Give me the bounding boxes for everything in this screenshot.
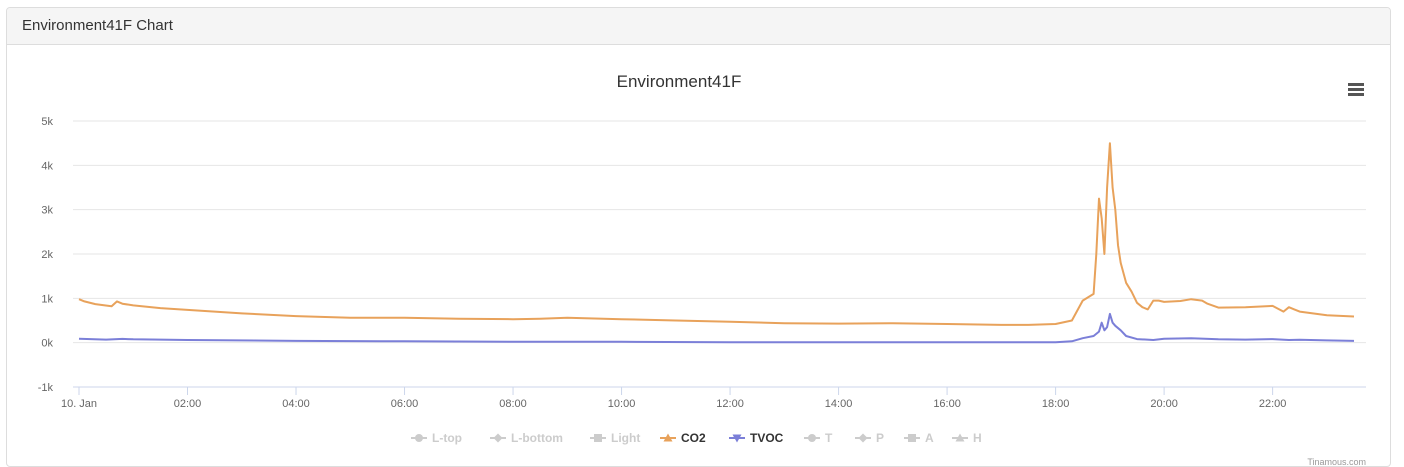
series-line-tvoc[interactable] [78, 312, 1355, 344]
y-tick-label: 0k [41, 338, 53, 350]
context-menu-icon[interactable] [1345, 80, 1369, 100]
x-tick-label: 08:00 [499, 398, 527, 410]
y-tick-label: -1k [38, 382, 54, 394]
x-axis: 10. Jan 02:00 04:00 06:00 08:00 10:00 12:00 14:… [61, 386, 1366, 410]
x-tick-label: 06:00 [391, 398, 419, 410]
x-tick-label: 02:00 [174, 398, 202, 410]
legend-item-a[interactable]: A [904, 431, 934, 445]
plot-area [78, 142, 1355, 344]
y-tick-label: 5k [41, 116, 53, 128]
legend-item-tvoc[interactable]: TVOC [729, 431, 784, 445]
legend-item-t[interactable]: T [804, 431, 833, 445]
y-tick-label: 1k [41, 293, 53, 305]
legend-item-h[interactable]: H [952, 431, 982, 445]
legend-label: TVOC [750, 431, 784, 445]
legend-item-p[interactable]: P [855, 431, 884, 445]
x-tick-label: 16:00 [933, 398, 961, 410]
y-tick-label: 4k [41, 160, 53, 172]
x-tick-label: 04:00 [282, 398, 310, 410]
chart-container: Environment41F -1k 0k 1k 2k 3k 4k 5k 10. Jan 02… [7, 45, 1390, 467]
x-tick-label: 10. Jan [61, 398, 97, 410]
chart-svg: Environment41F -1k 0k 1k 2k 3k 4k 5k 10. Jan 02… [38, 72, 1369, 467]
grid [73, 120, 1366, 388]
credits-link[interactable]: Tinamous.com [1307, 457, 1366, 467]
x-tick-label: 10:00 [608, 398, 636, 410]
legend-item-l-top[interactable]: L-top [411, 431, 462, 445]
legend-label: L-top [432, 431, 462, 445]
y-tick-label: 3k [41, 205, 53, 217]
chart-title: Environment41F [617, 72, 742, 91]
legend-label: P [876, 431, 884, 445]
legend-item-l-bottom[interactable]: L-bottom [490, 431, 563, 445]
panel-title: Environment41F Chart [7, 8, 1390, 45]
legend-item-co2[interactable]: CO2 [660, 431, 706, 445]
legend-symbol [858, 433, 868, 443]
legend-symbol [663, 433, 673, 442]
series-line-co2[interactable] [78, 142, 1355, 326]
x-tick-label: 18:00 [1042, 398, 1070, 410]
chart-panel: Environment41F Chart Environment41F -1k 0… [6, 7, 1391, 467]
x-tick-label: 22:00 [1259, 398, 1287, 410]
legend-label: Light [611, 431, 640, 445]
legend-symbol [493, 433, 503, 443]
legend-symbol [732, 434, 742, 443]
x-tick-label: 12:00 [716, 398, 744, 410]
y-tick-label: 2k [41, 249, 53, 261]
x-tick-label: 20:00 [1150, 398, 1178, 410]
legend-label: L-bottom [511, 431, 563, 445]
legend: L-top L-bottom Light CO2 TVOC T P A H [411, 431, 982, 445]
legend-label: A [925, 431, 934, 445]
legend-symbol [808, 434, 816, 442]
legend-label: T [825, 431, 833, 445]
legend-symbol [415, 434, 423, 442]
legend-item-light[interactable]: Light [590, 431, 640, 445]
legend-symbol [908, 434, 916, 442]
legend-label: H [973, 431, 982, 445]
legend-symbol [594, 434, 602, 442]
y-axis: -1k 0k 1k 2k 3k 4k 5k [38, 116, 54, 394]
x-tick-label: 14:00 [825, 398, 853, 410]
legend-symbol [955, 433, 965, 442]
legend-label: CO2 [681, 431, 706, 445]
